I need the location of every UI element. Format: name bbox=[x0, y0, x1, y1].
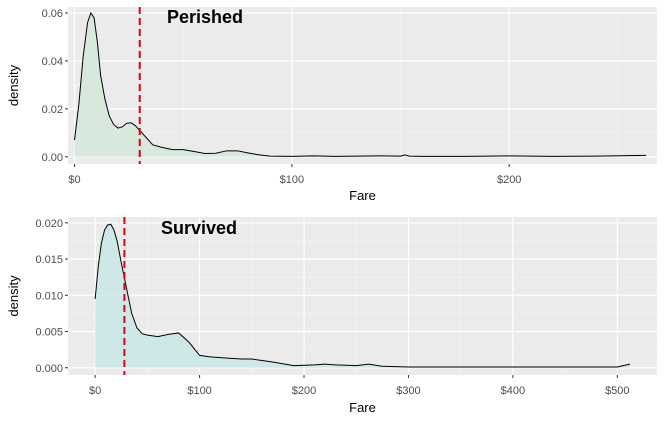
x-axis-title: Fare bbox=[349, 188, 376, 203]
x-axis-title: Fare bbox=[349, 400, 376, 415]
x-tick-label: $500 bbox=[605, 385, 629, 397]
y-axis-title: density bbox=[6, 64, 21, 106]
density-area bbox=[74, 12, 647, 157]
density-curve bbox=[74, 11, 647, 157]
panel-title: Survived bbox=[161, 218, 237, 238]
x-tick-label: $300 bbox=[396, 385, 420, 397]
x-tick-label: $0 bbox=[89, 385, 101, 397]
y-tick-label: 0.015 bbox=[35, 254, 63, 266]
x-tick-label: $100 bbox=[187, 385, 211, 397]
density-area bbox=[95, 224, 630, 368]
survived-density-chart: $0 $100 $200 $300 $400 $500 0.000 0.005 0.010 0.0… bbox=[6, 217, 657, 415]
y-tick-label: 0.00 bbox=[42, 152, 63, 164]
y-axis-title: density bbox=[6, 275, 21, 317]
plot-panel-background bbox=[68, 7, 657, 164]
x-tick-label: $200 bbox=[292, 385, 316, 397]
y-tick-label: 0.000 bbox=[35, 363, 63, 375]
y-tick-label: 0.020 bbox=[35, 218, 63, 230]
x-tick-label: $0 bbox=[68, 174, 80, 186]
x-tick-label: $200 bbox=[497, 174, 521, 186]
y-tick-label: 0.005 bbox=[35, 327, 63, 339]
x-tick-label: $400 bbox=[501, 385, 525, 397]
x-tick-label: $100 bbox=[280, 174, 304, 186]
y-tick-label: 0.010 bbox=[35, 290, 63, 302]
perished-density-chart: $0 $100 $200 0.00 0.02 0.04 0.06 Perished Fare de… bbox=[6, 7, 657, 203]
density-curve bbox=[94, 223, 630, 368]
panel-title: Perished bbox=[167, 7, 243, 27]
y-tick-label: 0.06 bbox=[42, 8, 63, 20]
y-tick-label: 0.02 bbox=[42, 104, 63, 116]
y-tick-label: 0.04 bbox=[42, 56, 63, 68]
